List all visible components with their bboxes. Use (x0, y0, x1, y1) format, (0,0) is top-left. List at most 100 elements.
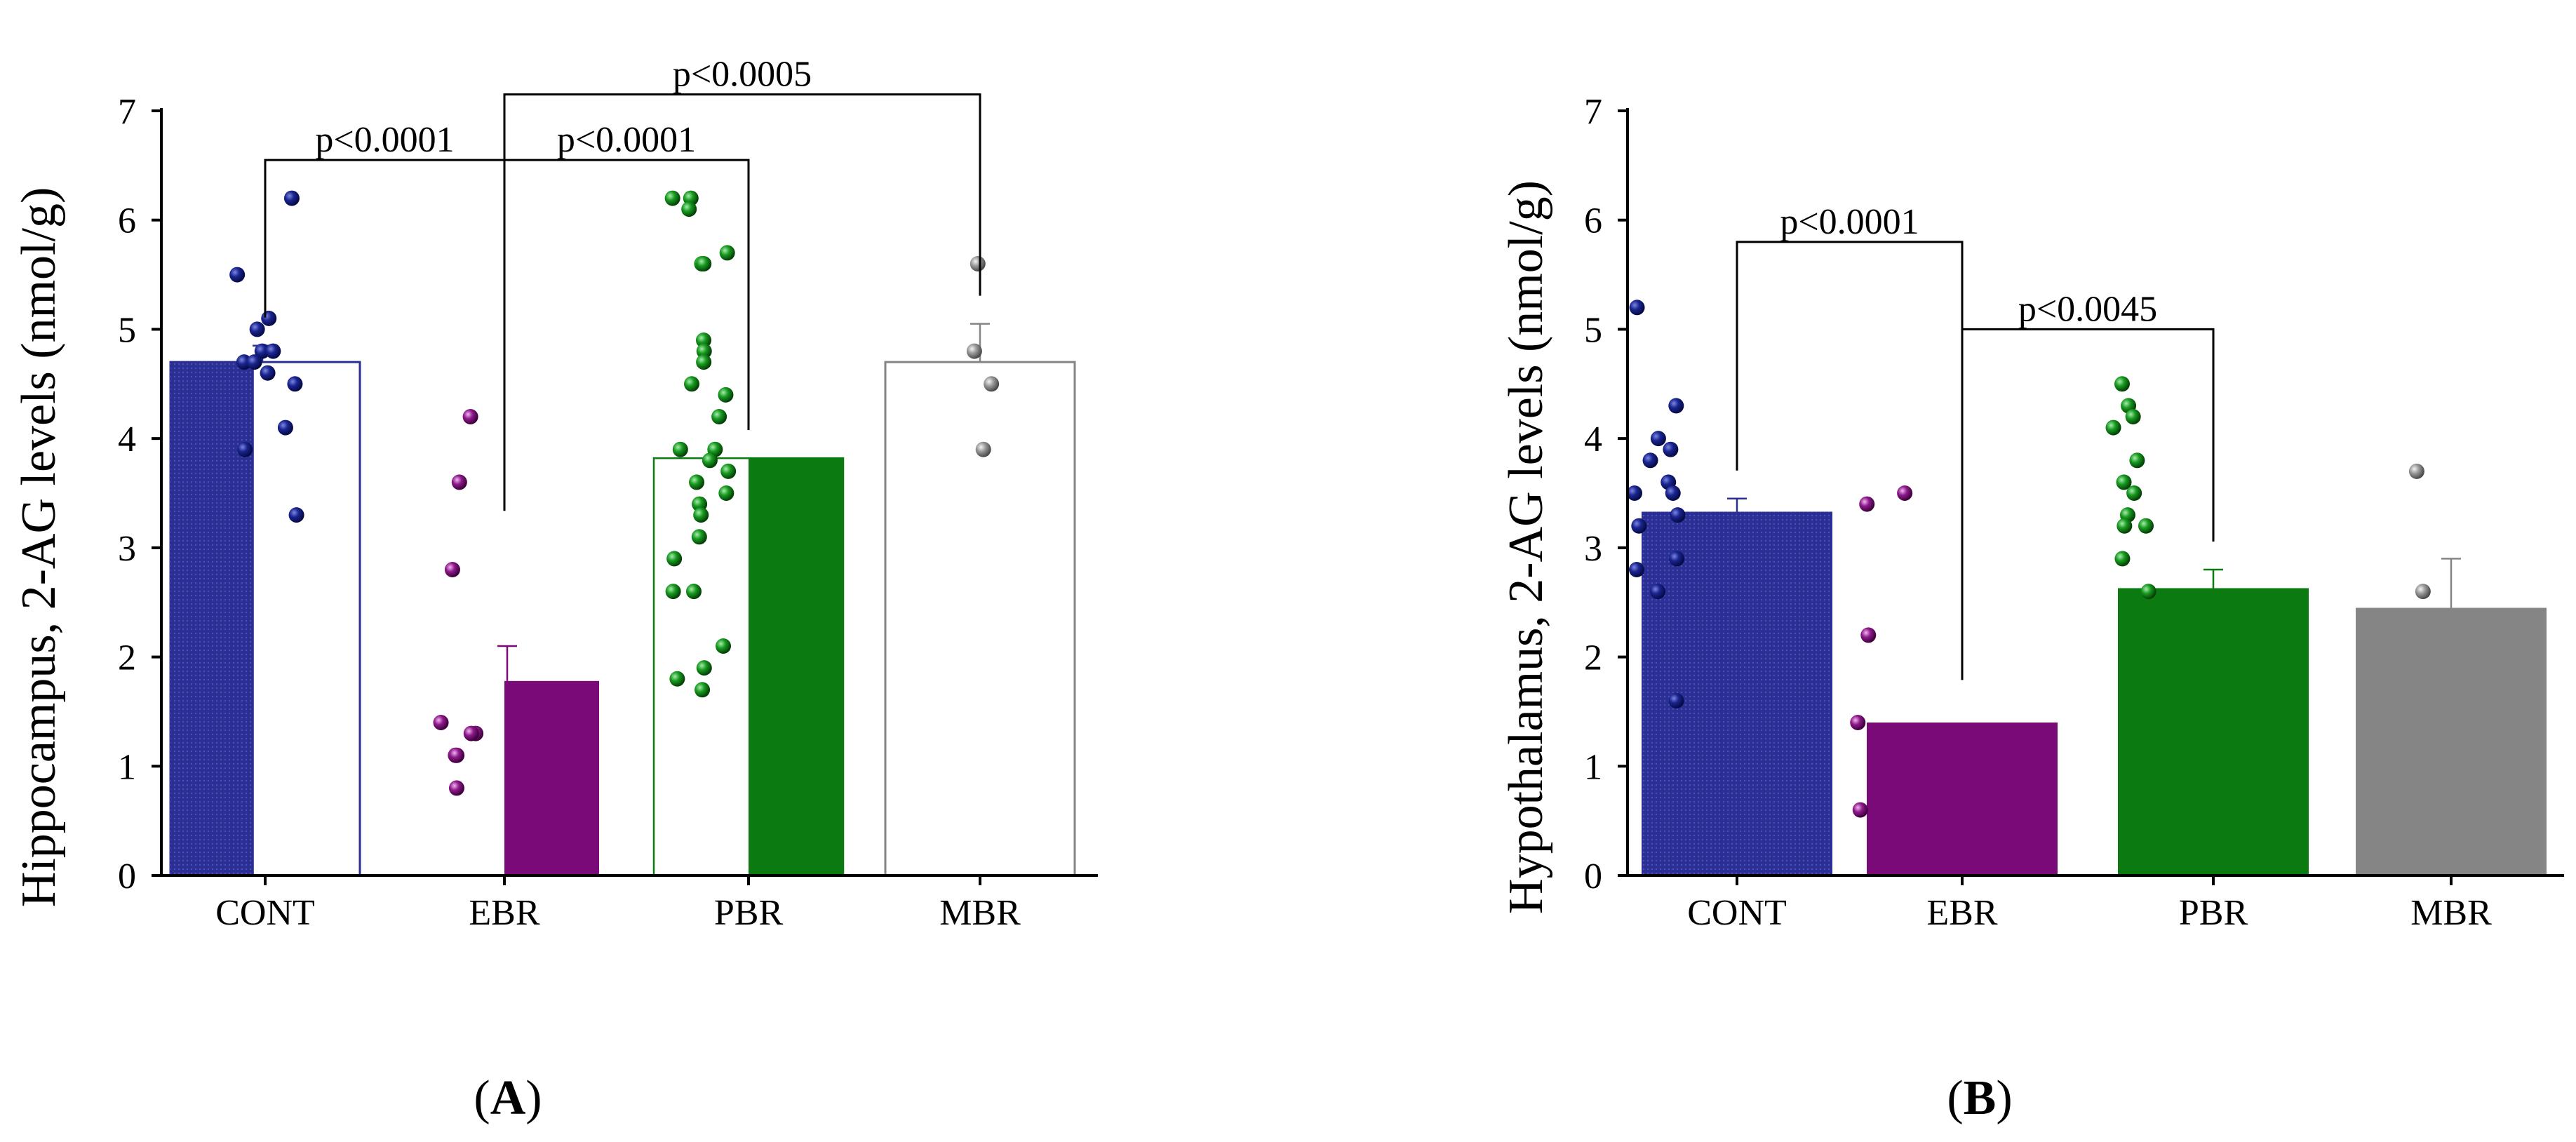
bar-pbr-fill (749, 458, 843, 875)
data-point-ebr (444, 562, 460, 577)
data-point-pbr (696, 354, 712, 370)
data-point-pbr (691, 529, 707, 545)
y-tick-label: 2 (1584, 638, 1602, 678)
data-point-mbr (966, 343, 982, 359)
data-point-cont (1631, 518, 1647, 534)
y-tick-label: 0 (1584, 856, 1602, 896)
y-tick-label: 6 (1584, 201, 1602, 241)
x-tick-label: EBR (1926, 893, 1997, 933)
data-point-pbr (685, 584, 702, 600)
data-point-pbr (696, 256, 712, 271)
data-point-ebr (1852, 802, 1868, 818)
y-tick-label: 7 (1584, 92, 1602, 132)
y-axis-label: Hippocampus, 2-AG levels (nmol/g) (12, 187, 66, 907)
data-point-cont (1668, 398, 1684, 414)
data-point-pbr (683, 376, 699, 392)
data-point-pbr (695, 332, 711, 348)
data-point-cont (1650, 431, 1666, 447)
data-point-cont (237, 441, 253, 457)
data-point-pbr (2140, 584, 2156, 600)
x-tick-label: MBR (2410, 893, 2492, 933)
data-point-ebr (451, 474, 467, 490)
data-point-pbr (2126, 485, 2142, 501)
data-point-pbr (702, 452, 718, 469)
data-point-pbr (672, 441, 688, 457)
y-tick-label: 6 (118, 201, 136, 241)
data-point-cont (1642, 452, 1658, 469)
data-point-pbr (695, 682, 711, 698)
data-point-pbr (2116, 474, 2132, 490)
panel-label: (A) (474, 1071, 542, 1125)
data-point-mbr (970, 256, 986, 271)
data-point-cont (229, 267, 246, 283)
data-point-ebr (449, 747, 465, 763)
y-tick-label: 1 (118, 747, 136, 787)
data-point-mbr (2415, 584, 2431, 600)
data-point-pbr (2114, 376, 2130, 392)
data-point-cont (1665, 485, 1681, 501)
significance-label: p<0.0001 (315, 120, 454, 160)
data-point-pbr (715, 638, 731, 654)
chart-panel-b: Hypothalamus, 2-AG levels (nmol/g) 0 1 2 3 4… (1499, 92, 2564, 1125)
data-point-cont (1628, 562, 1644, 577)
bar-mbr (884, 361, 1076, 877)
data-point-cont (265, 343, 281, 359)
data-point-pbr (718, 485, 734, 501)
data-point-pbr (720, 463, 737, 479)
data-point-cont (254, 343, 270, 359)
data-point-pbr (2114, 551, 2131, 567)
bar-cont-fill (170, 362, 254, 875)
data-point-pbr (2117, 518, 2133, 534)
y-tick-label: 3 (1584, 529, 1602, 569)
y-tick-label: 4 (118, 419, 136, 459)
data-point-cont (1629, 300, 1645, 316)
data-point-cont (246, 354, 262, 370)
data-point-pbr (696, 660, 712, 676)
y-tick-label: 4 (1584, 419, 1602, 459)
bar-cont (1642, 511, 1832, 875)
significance-label: p<0.0001 (1780, 202, 1919, 242)
data-point-pbr (2105, 419, 2121, 436)
data-point-cont (1669, 551, 1685, 567)
data-point-mbr (975, 441, 991, 457)
y-tick-label: 3 (118, 529, 136, 569)
y-tick-label: 2 (118, 638, 136, 678)
panel-letter: B (1964, 1071, 1997, 1125)
data-point-pbr (696, 343, 712, 359)
bar-pbr (2118, 588, 2309, 875)
y-axis-label: Hypothalamus, 2-AG levels (nmol/g) (1499, 180, 1553, 914)
data-point-cont (277, 419, 293, 436)
y-tick-label: 5 (118, 310, 136, 350)
x-tick-label: EBR (469, 893, 539, 933)
data-point-ebr (1850, 715, 1866, 730)
data-point-cont (261, 310, 277, 326)
data-point-pbr (666, 551, 683, 567)
data-point-pbr (2125, 409, 2141, 424)
data-point-mbr (2408, 463, 2424, 479)
data-point-pbr (693, 507, 709, 523)
data-point-cont (1663, 441, 1679, 457)
data-point-cont (249, 321, 265, 337)
data-point-ebr (462, 409, 478, 424)
data-point-ebr (1859, 496, 1875, 512)
data-point-pbr (2138, 518, 2154, 534)
data-point-ebr (1897, 485, 1913, 501)
data-point-mbr (984, 376, 1000, 392)
data-point-cont (1668, 692, 1684, 708)
data-point-ebr (448, 780, 464, 796)
x-tick-label: CONT (215, 893, 315, 933)
y-tick-label: 1 (1584, 747, 1602, 787)
data-point-pbr (689, 474, 705, 490)
significance-bracket (503, 93, 981, 445)
data-point-ebr (463, 725, 479, 741)
significance-label: p<0.0045 (2018, 289, 2157, 329)
y-tick-label: 7 (118, 92, 136, 132)
data-point-cont (288, 507, 304, 523)
bar-ebr-fill (504, 680, 599, 875)
data-point-cont (260, 365, 276, 381)
significance-label: p<0.0001 (557, 120, 696, 160)
data-point-pbr (711, 409, 727, 424)
x-tick-label: PBR (714, 893, 784, 933)
x-tick-label: MBR (939, 893, 1021, 933)
